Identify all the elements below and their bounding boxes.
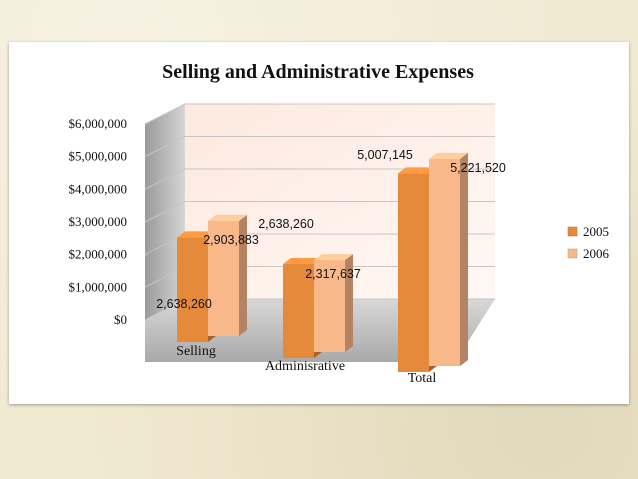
data-label: 2,317,637 [305, 267, 361, 281]
slide-card: Selling and Administrative Expenses $0 $1… [9, 42, 629, 404]
y-axis-ticks: $0 $1,000,000 $2,000,000 $3,000,000 $4,000,0… [69, 116, 128, 327]
legend-swatch [567, 248, 578, 259]
legend: 2005 2006 [567, 224, 610, 261]
bar-side [460, 152, 468, 366]
bar-selling-2006 [208, 214, 247, 336]
bar-front [177, 237, 208, 342]
y-tick-label: $4,000,000 [69, 181, 128, 196]
y-tick-label: $3,000,000 [69, 214, 128, 229]
bar-top [398, 167, 437, 174]
bar-top [283, 258, 322, 265]
gridline-side [144, 201, 186, 223]
bar-top [177, 231, 216, 238]
data-label: 5,221,520 [450, 161, 506, 175]
data-label: 2,638,260 [156, 297, 212, 311]
legend-label: 2006 [583, 246, 610, 261]
category-label: Adminisrative [265, 359, 345, 374]
category-label: Selling [176, 344, 216, 359]
legend-label: 2005 [583, 224, 609, 239]
chart-title: Selling and Administrative Expenses [162, 61, 474, 83]
category-label: Total [408, 371, 437, 386]
bar-top [208, 214, 247, 221]
y-tick-label: $1,000,000 [69, 279, 128, 294]
data-label: 2,638,260 [258, 217, 314, 231]
data-labels: 2,638,260 2,903,883 2,638,260 2,317,637 5,00… [156, 148, 506, 311]
bar-total-2006 [429, 152, 468, 366]
legend-swatch [567, 226, 578, 237]
bar-top [314, 254, 353, 261]
bar-side [345, 254, 353, 352]
bars [177, 152, 468, 372]
y-tick-label: $0 [114, 312, 127, 327]
bar-front [283, 264, 314, 358]
bar-top [429, 152, 468, 159]
y-tick-label: $5,000,000 [69, 149, 128, 164]
data-label: 5,007,145 [357, 148, 413, 162]
bar-front [314, 260, 345, 352]
bar-adminisrative-2006 [314, 254, 353, 352]
data-label: 2,903,883 [203, 233, 259, 247]
gridline-side [144, 136, 186, 158]
gridline-side [144, 168, 186, 190]
bar-front [398, 173, 429, 372]
y-tick-label: $6,000,000 [69, 116, 128, 131]
bar-side [239, 214, 247, 336]
category-labels: Selling Adminisrative Total [176, 344, 436, 386]
y-tick-label: $2,000,000 [69, 247, 128, 262]
selling-admin-expenses-chart: Selling and Administrative Expenses $0 $1… [69, 61, 610, 386]
bar-front [429, 158, 460, 366]
gridline-side [144, 103, 186, 125]
bar-front [208, 220, 239, 336]
